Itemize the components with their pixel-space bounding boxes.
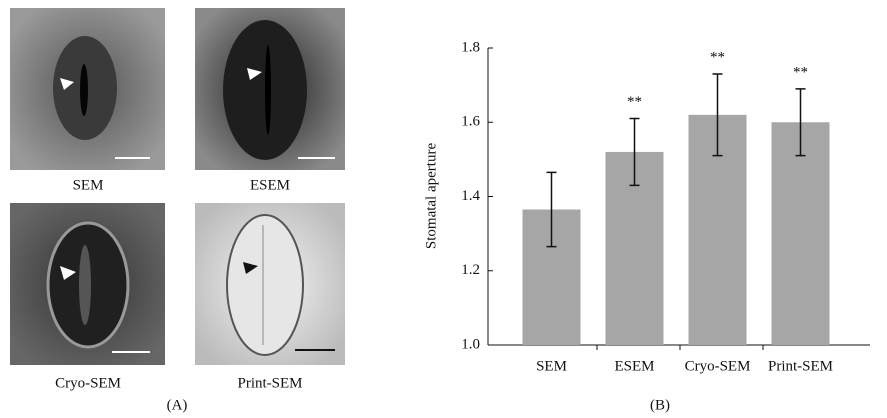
x-tick-label: SEM: [536, 358, 567, 374]
panel-label: (B): [650, 397, 670, 413]
y-tick-label: 1.8: [461, 39, 480, 55]
micrograph: [10, 8, 165, 170]
image-label: SEM: [73, 177, 104, 193]
image-label: ESEM: [250, 177, 290, 193]
panel-label: (A): [167, 397, 188, 413]
y-tick-label: 1.2: [461, 262, 480, 278]
micrograph: [195, 203, 345, 365]
significance-label: **: [793, 64, 808, 80]
y-tick-label: 1.4: [461, 188, 480, 204]
y-tick-label: 1.6: [461, 114, 480, 130]
significance-label: **: [627, 94, 642, 110]
y-axis-label: Stomatal aperture: [423, 143, 439, 250]
image-label: Cryo-SEM: [55, 375, 121, 391]
image-label: Print-SEM: [237, 375, 302, 391]
micrograph: [10, 203, 165, 365]
micrograph: [195, 8, 345, 170]
x-tick-label: Cryo-SEM: [685, 358, 751, 374]
figure: SEM ESEM Cryo-SEM Print-SEM (A) (B) Stom…: [0, 0, 887, 418]
y-tick-label: 1.0: [461, 336, 480, 352]
x-tick-label: Print-SEM: [768, 358, 833, 374]
significance-label: **: [710, 49, 725, 65]
x-tick-label: ESEM: [614, 358, 654, 374]
